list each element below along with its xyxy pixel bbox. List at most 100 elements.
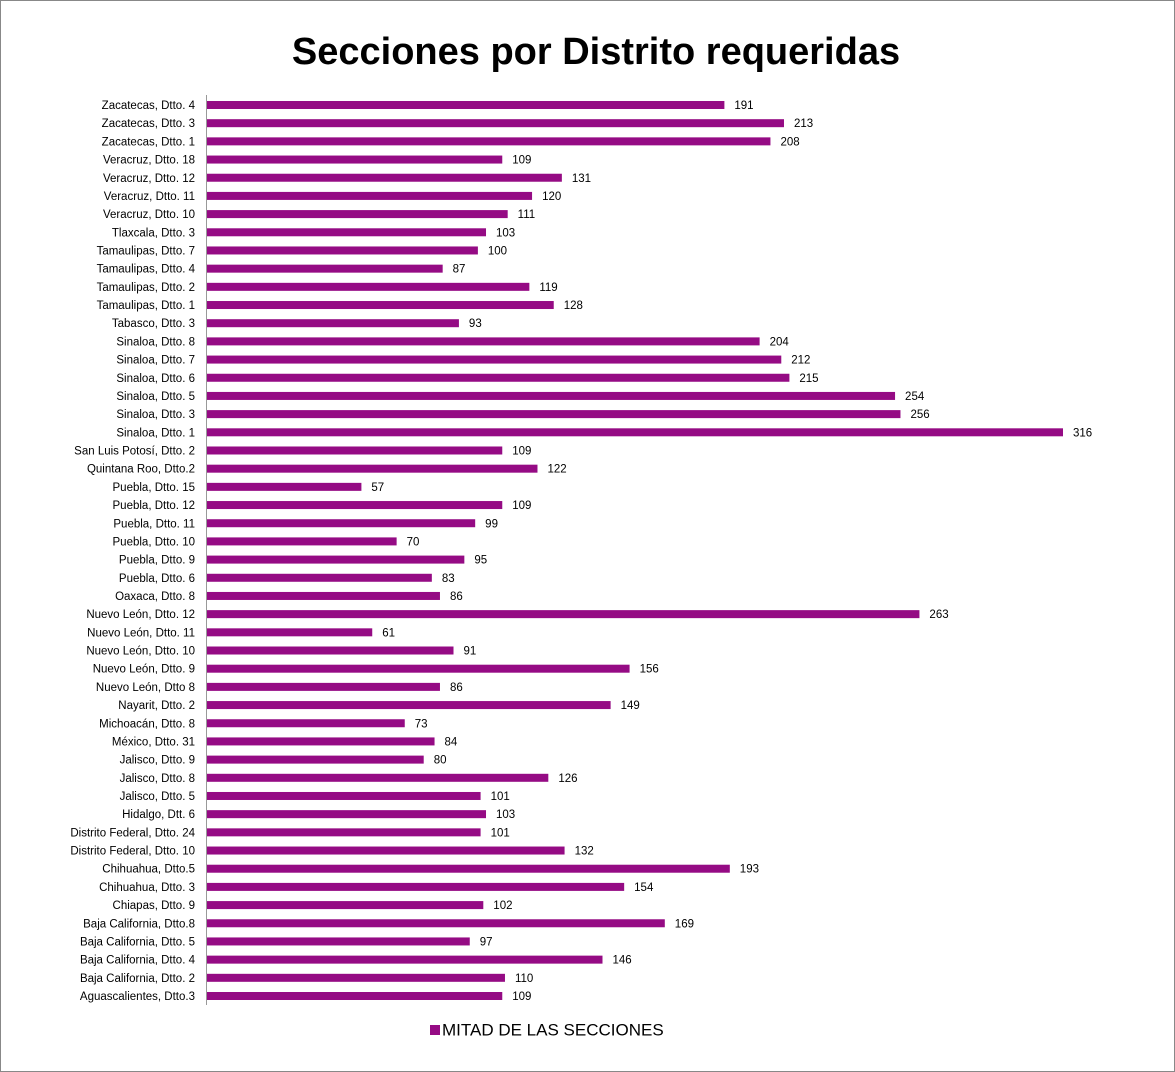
data-label: 254: [905, 391, 925, 403]
bar: [207, 519, 476, 528]
data-label: 208: [780, 136, 799, 148]
data-label: 154: [634, 882, 654, 894]
bar: [207, 537, 397, 546]
bar: [207, 173, 562, 182]
data-label: 95: [474, 555, 487, 567]
y-tick-label: Puebla, Dtto. 9: [119, 555, 195, 567]
data-label: 110: [515, 973, 533, 985]
data-label: 119: [539, 282, 557, 294]
bar: [207, 228, 487, 237]
chart-title: Secciones por Distrito requeridas: [292, 31, 900, 73]
y-tick-label: Tamaulipas, Dtto. 7: [97, 246, 195, 258]
data-label: 256: [910, 409, 929, 421]
legend-label: MITAD DE LAS SECCIONES: [442, 1020, 664, 1039]
data-label: 122: [547, 464, 566, 476]
bar: [207, 773, 549, 782]
bar: [207, 828, 481, 837]
bar: [207, 191, 533, 200]
data-label: 149: [621, 700, 640, 712]
bar: [207, 482, 362, 491]
y-tick-label: Puebla, Dtto. 15: [113, 482, 195, 494]
y-tick-label: Chihuahua, Dtto. 3: [99, 882, 195, 894]
bar: [207, 210, 508, 219]
data-label: 101: [491, 791, 510, 803]
data-label: 191: [734, 100, 753, 112]
bar: [207, 428, 1063, 437]
y-tick-label: Veracruz, Dtto. 18: [103, 155, 195, 167]
bar: [207, 791, 481, 800]
bar: [207, 591, 440, 600]
y-tick-label: Zacatecas, Dtto. 4: [102, 100, 196, 112]
data-label: 316: [1073, 427, 1092, 439]
bar: [207, 391, 896, 400]
bar: [207, 610, 920, 619]
bar: [207, 973, 505, 982]
y-tick-label: Sinaloa, Dtto. 1: [116, 427, 195, 439]
y-tick-label: Nuevo León, Dtto 8: [96, 682, 195, 694]
y-tick-label: Nuevo León, Dtto. 9: [93, 664, 195, 676]
data-label: 212: [791, 355, 810, 367]
data-label: 91: [464, 646, 477, 658]
data-label: 193: [740, 864, 759, 876]
bar: [207, 628, 373, 637]
data-label: 204: [770, 336, 790, 348]
data-label: 109: [512, 446, 531, 458]
y-tick-label: Tamaulipas, Dtto. 1: [97, 300, 195, 312]
data-label: 109: [512, 155, 531, 167]
bar: [207, 864, 730, 873]
y-tick-label: Zacatecas, Dtto. 1: [102, 136, 195, 148]
y-tick-label: Veracruz, Dtto. 11: [104, 191, 195, 203]
y-tick-label: Tamaulipas, Dtto. 2: [97, 282, 195, 294]
bar: [207, 719, 405, 728]
bar: [207, 573, 432, 582]
bar: [207, 101, 725, 109]
bar: [207, 464, 538, 473]
bar: [207, 992, 503, 1000]
data-label: 213: [794, 118, 813, 130]
y-tick-label: Puebla, Dtto. 10: [113, 536, 195, 548]
bar: [207, 810, 487, 819]
y-tick-label: Jalisco, Dtto. 5: [120, 791, 195, 803]
bar: [207, 282, 530, 291]
y-tick-label: Distrito Federal, Dtto. 24: [70, 827, 195, 839]
bar: [207, 646, 454, 655]
bar: [207, 446, 503, 455]
data-label: 146: [612, 955, 631, 967]
data-label: 61: [382, 627, 395, 639]
y-tick-label: Baja California, Dtto.8: [83, 918, 195, 930]
y-tick-label: Sinaloa, Dtto. 3: [116, 409, 195, 421]
y-tick-label: Baja California, Dtto. 2: [80, 973, 195, 985]
y-tick-label: México, Dtto. 31: [112, 736, 195, 748]
bar: [207, 264, 443, 273]
bar: [207, 119, 784, 128]
y-tick-label: Puebla, Dtto. 6: [119, 573, 195, 585]
data-label: 83: [442, 573, 455, 585]
bar: [207, 901, 484, 910]
data-label: 126: [558, 773, 577, 785]
data-label: 93: [469, 318, 482, 330]
bar: [207, 919, 665, 928]
bar: [207, 737, 435, 746]
data-label: 80: [434, 755, 447, 767]
data-label: 120: [542, 191, 561, 203]
y-tick-label: Tamaulipas, Dtto. 4: [97, 264, 196, 276]
data-label: 103: [496, 809, 515, 821]
y-tick-label: Baja California, Dtto. 4: [80, 955, 196, 967]
y-tick-label: San Luis Potosí, Dtto. 2: [74, 446, 195, 458]
data-label: 73: [415, 718, 428, 730]
data-label: 70: [407, 536, 420, 548]
bar: [207, 664, 630, 673]
bar: [207, 373, 790, 382]
bar: [207, 155, 503, 164]
y-tick-label: Puebla, Dtto. 11: [113, 518, 195, 530]
bar: [207, 555, 465, 564]
data-label: 128: [564, 300, 583, 312]
y-tick-label: Tlaxcala, Dtto. 3: [112, 227, 195, 239]
y-tick-label: Baja California, Dtto. 5: [80, 936, 195, 948]
data-label: 103: [496, 227, 515, 239]
bar: [207, 846, 565, 855]
y-tick-label: Nuevo León, Dtto. 12: [86, 609, 195, 621]
data-label: 86: [450, 591, 463, 603]
data-label: 109: [512, 500, 531, 512]
